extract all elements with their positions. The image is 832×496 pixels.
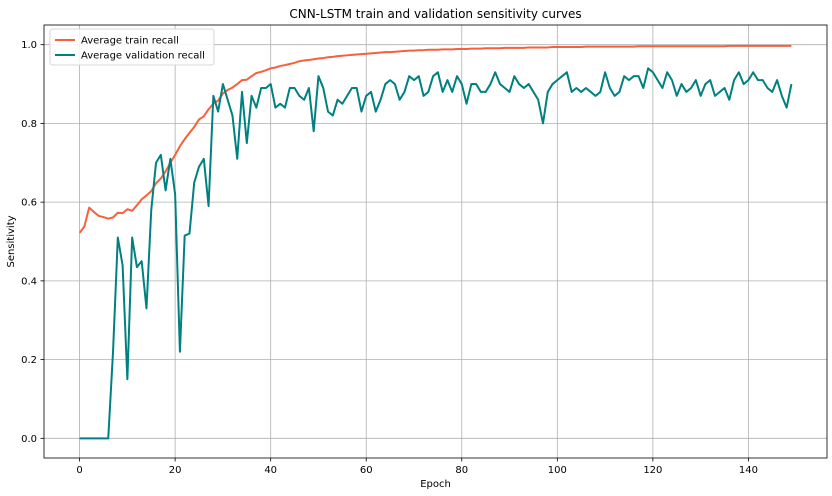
y-axis-label: Sensitivity xyxy=(6,215,17,267)
ticks: 0 20 40 60 80 100 120 140 0.0 0.2 0.4 0.6 0.8 1.0 xyxy=(21,40,758,476)
legend-box xyxy=(49,28,215,66)
series-line-train-recall xyxy=(78,44,792,234)
legend-entry-label: Average validation recall xyxy=(81,51,205,62)
y-tick-label: 0.0 xyxy=(21,434,37,445)
series-line-validation-recall xyxy=(79,67,793,440)
y-tick-label: 0.2 xyxy=(21,355,37,366)
legend-entry-label: Average train recall xyxy=(81,36,179,47)
plot-frame xyxy=(43,24,828,459)
y-tick-label: 0.6 xyxy=(21,198,37,209)
x-tick-label: 40 xyxy=(264,465,277,476)
x-tick-label: 0 xyxy=(76,465,82,476)
legend: Average train recall Average validation r… xyxy=(49,28,215,66)
series-lines xyxy=(78,44,793,440)
x-axis-label: Epoch xyxy=(420,479,451,490)
y-tick-label: 1.0 xyxy=(21,40,37,51)
x-tick-label: 60 xyxy=(360,465,373,476)
x-tick-label: 140 xyxy=(739,465,758,476)
y-tick-label: 0.4 xyxy=(21,276,37,287)
x-tick-label: 80 xyxy=(455,465,468,476)
chart-title: CNN-LSTM train and validation sensitivit… xyxy=(289,7,581,21)
x-tick-label: 120 xyxy=(643,465,662,476)
x-tick-label: 20 xyxy=(169,465,182,476)
x-tick-label: 100 xyxy=(548,465,567,476)
y-tick-label: 0.8 xyxy=(21,119,37,130)
